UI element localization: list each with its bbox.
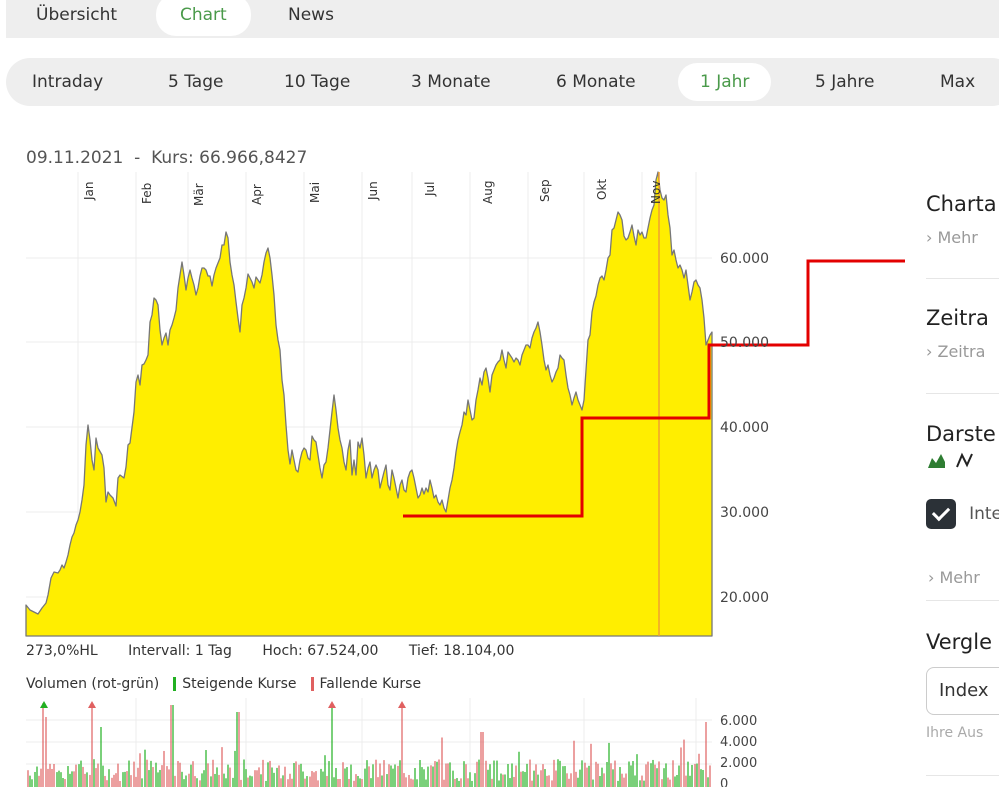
top-tab-bar: Übersicht Chart News: [6, 0, 999, 38]
period-5-jahre[interactable]: 5 Jahre: [815, 72, 875, 92]
stat-hl: 273,0%HL: [26, 643, 98, 659]
darstellung-title: Darste: [926, 422, 996, 446]
line-chart-icon[interactable]: [956, 452, 976, 468]
svg-text:Jul: Jul: [423, 182, 437, 197]
svg-text:Okt: Okt: [595, 179, 609, 200]
falling-swatch-icon: [310, 677, 314, 691]
divider: [926, 393, 999, 394]
chart-stats: 273,0%HL Intervall: 1 Tag Hoch: 67.524,0…: [26, 643, 540, 659]
period-1-jahr[interactable]: 1 Jahr: [678, 63, 772, 101]
svg-text:Nov: Nov: [649, 181, 663, 204]
svg-text:Jan: Jan: [82, 182, 96, 202]
stat-high: Hoch: 67.524,00: [262, 643, 379, 659]
svg-text:Feb: Feb: [140, 183, 154, 204]
checkbox-label: Inte: [969, 504, 999, 524]
section-darstellung: Darste: [926, 422, 999, 474]
period-intraday[interactable]: Intraday: [32, 72, 104, 92]
divider: [926, 775, 999, 776]
chevron-right-icon: ›: [928, 568, 935, 587]
period-10-tage[interactable]: 10 Tage: [284, 72, 351, 92]
tab-uebersicht[interactable]: Übersicht: [36, 5, 118, 25]
volume-legend-title: Volumen (rot-grün): [26, 676, 160, 692]
volume-y-labels: 6.000 4.000 2.000 0: [720, 714, 757, 787]
stat-interval: Intervall: 1 Tag: [128, 643, 232, 659]
annotation-step-line: [403, 259, 905, 518]
svg-text:0: 0: [720, 777, 728, 787]
period-6-monate[interactable]: 6 Monate: [556, 72, 636, 92]
volume-bars: [27, 703, 711, 787]
period-selector: Intraday 5 Tage 10 Tage 3 Monate 6 Monat…: [6, 58, 999, 106]
area-chart-icon[interactable]: [928, 452, 948, 468]
svg-text:Jun: Jun: [366, 181, 380, 201]
chart-header-price: 09.11.2021 - Kurs: 66.966,8427: [26, 148, 308, 168]
divider: [926, 278, 999, 279]
svg-text:6.000: 6.000: [720, 714, 757, 729]
price-area: [25, 171, 713, 637]
zeitraum-link[interactable]: › Zeitra: [926, 342, 986, 361]
svg-text:Mai: Mai: [308, 182, 322, 203]
chevron-right-icon: ›: [926, 228, 933, 247]
y-axis-labels: 60.000 50.000 40.000 30.000 20.000: [720, 251, 769, 606]
section-zeitraum: Zeitra › Zeitra: [926, 306, 999, 361]
period-5-tage[interactable]: 5 Tage: [168, 72, 224, 92]
index-select[interactable]: Index: [926, 667, 999, 715]
svg-text:Apr: Apr: [250, 184, 264, 205]
chevron-right-icon: ›: [926, 342, 933, 361]
vergleich-title: Vergle: [926, 630, 993, 654]
period-max[interactable]: Max: [940, 72, 976, 92]
darstellung-more-link[interactable]: › Mehr: [928, 568, 980, 587]
tab-chart[interactable]: Chart: [156, 0, 251, 36]
svg-text:60.000: 60.000: [720, 251, 769, 267]
legend-falling: Fallende Kurse: [319, 676, 422, 692]
svg-text:Mär: Mär: [192, 183, 206, 206]
legend-rising: Steigende Kurse: [182, 676, 297, 692]
x-axis-month-labels: Jan Feb Mär Apr Mai Jun Jul Aug Sep Okt …: [82, 179, 663, 206]
period-3-monate[interactable]: 3 Monate: [411, 72, 491, 92]
volume-chart[interactable]: 6.000 4.000 2.000 0: [0, 698, 780, 787]
divider: [926, 600, 999, 601]
svg-text:4.000: 4.000: [720, 735, 757, 750]
svg-text:30.000: 30.000: [720, 505, 769, 521]
svg-text:50.000: 50.000: [720, 335, 769, 351]
stat-low: Tief: 18.104,00: [408, 643, 515, 659]
svg-text:2.000: 2.000: [720, 756, 757, 771]
svg-text:Sep: Sep: [538, 179, 552, 202]
chartart-title: Charta: [926, 192, 997, 216]
svg-text:20.000: 20.000: [720, 590, 769, 606]
volume-overflow-arrows: [40, 701, 406, 708]
vergleich-hint: Ihre Aus: [926, 725, 984, 741]
section-vergleich: Vergle: [926, 630, 999, 654]
section-chartart: Charta › Mehr: [926, 192, 999, 247]
tab-news[interactable]: News: [288, 5, 334, 25]
zeitraum-title: Zeitra: [926, 306, 989, 330]
volume-legend: Volumen (rot-grün) Steigende Kurse Falle…: [26, 676, 421, 692]
rising-swatch-icon: [173, 677, 177, 691]
price-chart[interactable]: Jan Feb Mär Apr Mai Jun Jul Aug Sep Okt …: [0, 160, 920, 640]
check-icon[interactable]: [926, 499, 956, 529]
chartart-more-link[interactable]: › Mehr: [926, 228, 978, 247]
intervall-checkbox-row[interactable]: Inte: [926, 499, 999, 529]
svg-text:Aug: Aug: [481, 181, 495, 204]
svg-text:40.000: 40.000: [720, 420, 769, 436]
